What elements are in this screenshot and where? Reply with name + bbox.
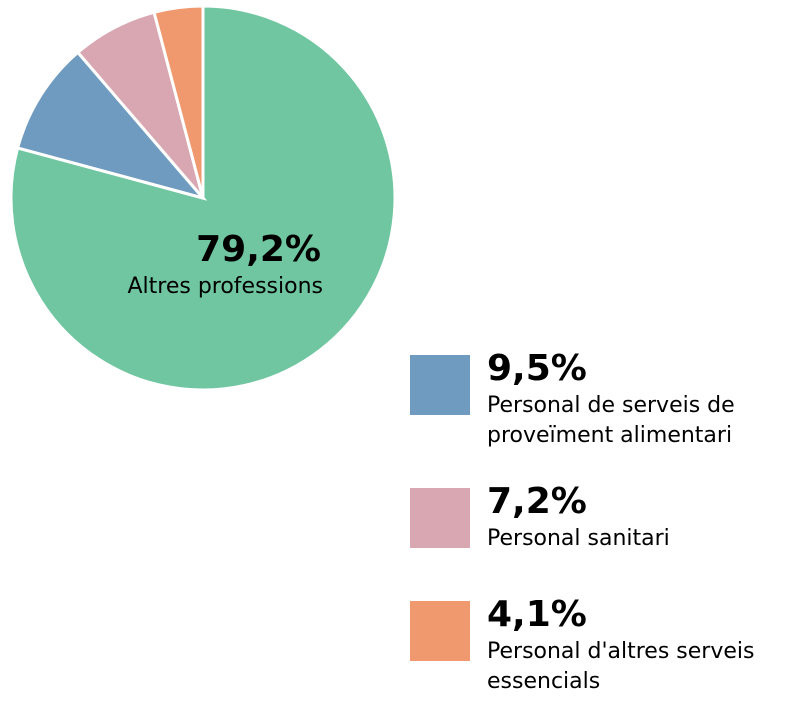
pie-slice [152, 4, 205, 199]
pie-slice [15, 50, 208, 201]
legend-swatch [410, 488, 470, 548]
legend-value-label: 7,2% [487, 481, 587, 522]
legend-label: Personal sanitari [487, 526, 670, 551]
legend-value-label: 4,1% [487, 594, 587, 635]
legend-swatch [410, 355, 470, 415]
legend-label: Personal d'altres serveis essencials [487, 639, 755, 694]
legend-value-label: 9,5% [487, 348, 587, 389]
legend-label: Personal de serveis de proveïment alimen… [487, 393, 735, 448]
slice-category-label: Altres professions [127, 274, 323, 299]
legend-swatch [410, 601, 470, 661]
slice-value-label: 79,2% [196, 229, 321, 270]
